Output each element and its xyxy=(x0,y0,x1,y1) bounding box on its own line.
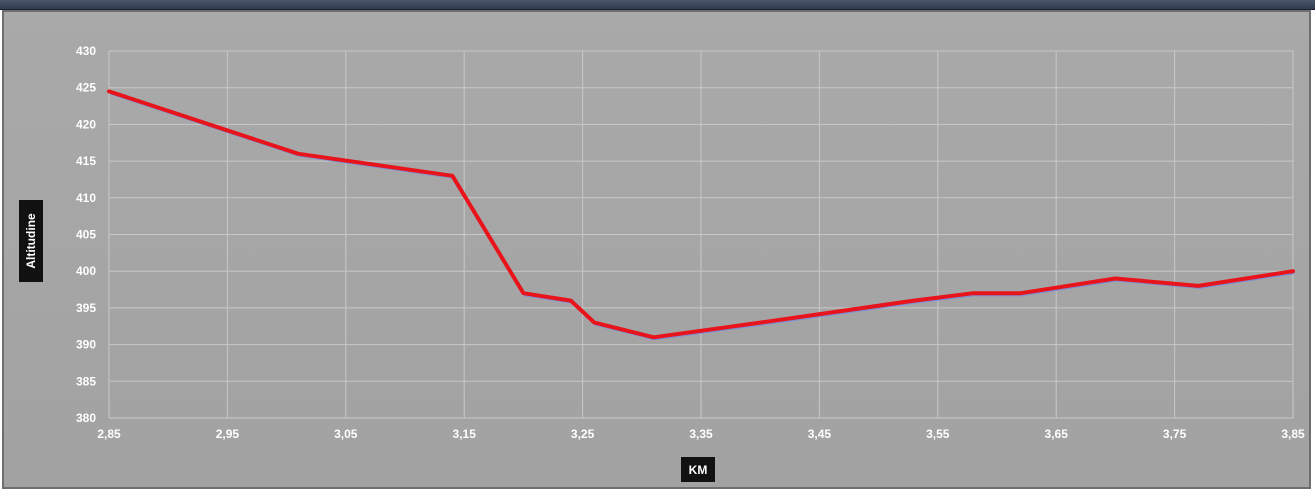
x-tick-label: 3,35 xyxy=(689,427,713,441)
y-tick-label: 385 xyxy=(76,374,96,388)
data-point xyxy=(522,292,525,295)
series-shadow-line xyxy=(110,93,1294,339)
data-point xyxy=(1292,270,1295,273)
data-point xyxy=(1019,292,1022,295)
data-point xyxy=(1197,284,1200,287)
x-axis-label: KM xyxy=(681,457,715,482)
x-tick-label: 3,65 xyxy=(1045,427,1069,441)
x-tick-label: 3,25 xyxy=(571,427,595,441)
x-tick-label: 3,05 xyxy=(334,427,358,441)
grid-lines xyxy=(109,51,1293,418)
x-tick-label: 3,55 xyxy=(926,427,950,441)
y-tick-label: 390 xyxy=(76,338,96,352)
x-tick-label: 3,85 xyxy=(1281,427,1305,441)
y-tick-label: 430 xyxy=(76,44,96,58)
data-point xyxy=(593,321,596,324)
data-point xyxy=(108,90,111,93)
y-tick-label: 380 xyxy=(76,411,96,425)
x-tick-label: 2,95 xyxy=(216,427,240,441)
y-tick-label: 420 xyxy=(76,117,96,131)
data-point xyxy=(1114,277,1117,280)
data-point xyxy=(913,299,916,302)
y-tick-label: 415 xyxy=(76,154,96,168)
data-point xyxy=(569,299,572,302)
y-axis-ticks: 380 385 390 395 400 405 410 415 420 425 430 xyxy=(76,44,96,425)
y-tick-label: 405 xyxy=(76,228,96,242)
x-tick-label: 2,85 xyxy=(97,427,121,441)
data-point xyxy=(297,152,300,155)
y-tick-label: 425 xyxy=(76,81,96,95)
data-point xyxy=(972,292,975,295)
x-tick-label: 3,15 xyxy=(453,427,477,441)
y-tick-label: 395 xyxy=(76,301,96,315)
data-point xyxy=(759,321,762,324)
y-axis-label-text: Altitudine xyxy=(24,213,38,269)
x-tick-label: 3,75 xyxy=(1163,427,1187,441)
y-tick-label: 400 xyxy=(76,264,96,278)
y-axis-label: Altitudine xyxy=(19,200,43,282)
data-point xyxy=(451,174,454,177)
data-point xyxy=(652,336,655,339)
x-axis-label-text: KM xyxy=(689,463,708,477)
x-axis-ticks: 2,85 2,95 3,05 3,15 3,25 3,35 3,45 3,55 3,65 3,75… xyxy=(97,427,1305,441)
y-tick-label: 410 xyxy=(76,191,96,205)
x-tick-label: 3,45 xyxy=(808,427,832,441)
